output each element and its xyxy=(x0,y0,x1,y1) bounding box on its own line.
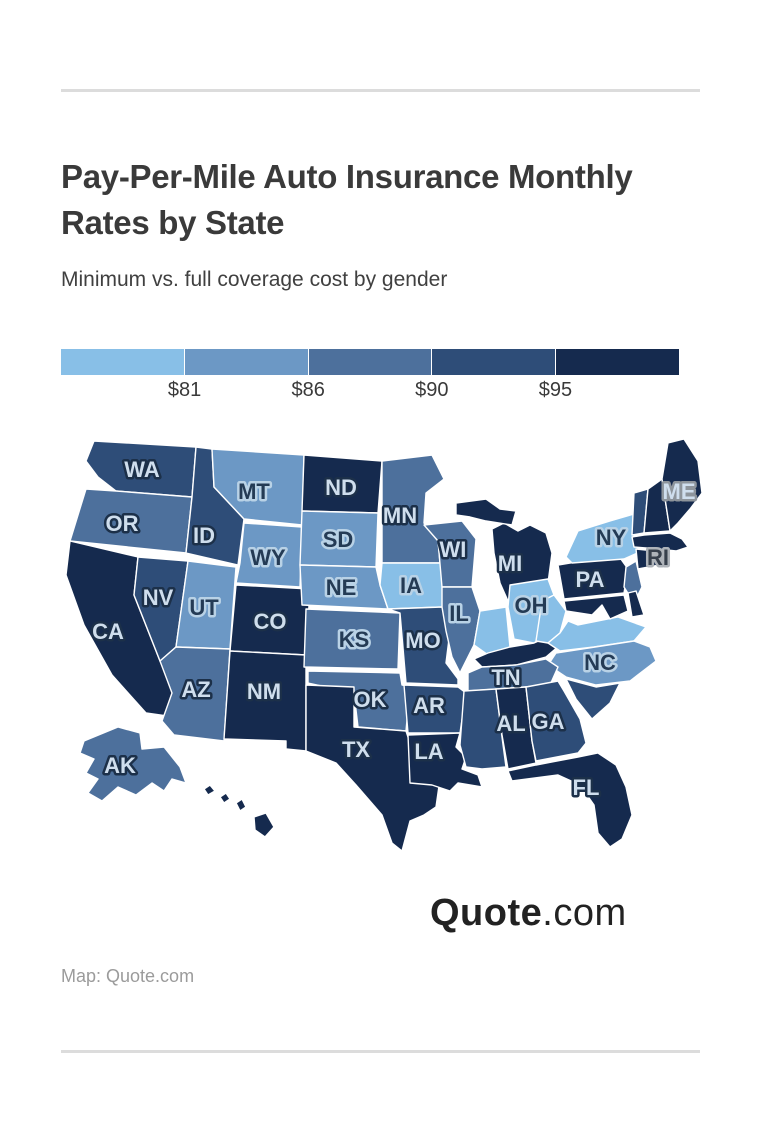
legend-swatch-2 xyxy=(184,349,309,375)
state-label-nc: NC xyxy=(584,650,616,675)
state-label-co: CO xyxy=(254,609,287,634)
us-choropleth-map: WA OR CA NV UT ID MT WY CO AZ NM ND SD NE KS OK TX MN IA MO… xyxy=(65,438,703,852)
state-label-ri: RI xyxy=(647,545,669,570)
logo-bold-text: Quote xyxy=(430,892,543,934)
state-label-me: ME xyxy=(663,479,696,504)
map-attribution: Map: Quote.com xyxy=(61,966,195,986)
state-il xyxy=(441,586,481,674)
state-mi xyxy=(455,498,517,526)
state-label-tx: TX xyxy=(342,737,370,762)
title-line-2: Rates by State xyxy=(61,204,285,241)
top-divider xyxy=(61,89,700,92)
legend-swatch-3 xyxy=(308,349,433,375)
state-label-wa: WA xyxy=(124,457,160,482)
state-label-nv: NV xyxy=(143,585,174,610)
legend-threshold-label: $95 xyxy=(538,379,573,401)
legend-threshold-label: $81 xyxy=(167,379,202,401)
state-label-ar: AR xyxy=(413,693,445,718)
state-label-al: AL xyxy=(496,711,525,736)
state-mt xyxy=(211,448,305,526)
state-label-ne: NE xyxy=(326,575,357,600)
page-subtitle: Minimum vs. full coverage cost by gender xyxy=(61,268,448,291)
state-label-il: IL xyxy=(449,601,469,626)
state-label-mt: MT xyxy=(238,479,270,504)
state-az xyxy=(159,646,231,742)
state-me xyxy=(661,438,703,532)
state-sc xyxy=(565,678,621,720)
bottom-divider xyxy=(61,1050,700,1053)
state-label-pa: PA xyxy=(576,567,605,592)
legend-swatch-5 xyxy=(556,349,679,375)
state-label-or: OR xyxy=(106,511,139,536)
state-label-ia: IA xyxy=(400,573,422,598)
legend-threshold-label: $86 xyxy=(291,379,325,401)
state-label-ok: OK xyxy=(354,687,387,712)
state-de xyxy=(627,590,645,618)
state-label-wi: WI xyxy=(440,537,467,562)
state-label-ca: CA xyxy=(92,619,124,644)
legend-ticks: $81 $86 $90 $95 xyxy=(61,379,679,405)
state-fl xyxy=(507,752,633,848)
state-la xyxy=(407,732,483,792)
state-label-nm: NM xyxy=(247,679,281,704)
state-ga xyxy=(525,680,587,762)
state-ak xyxy=(79,726,187,802)
state-label-ut: UT xyxy=(189,595,219,620)
state-md xyxy=(563,594,629,620)
state-hi xyxy=(253,812,275,838)
state-tx xyxy=(305,684,441,852)
state-label-az: AZ xyxy=(181,677,210,702)
state-hi xyxy=(235,798,247,812)
state-label-mi: MI xyxy=(498,551,522,576)
title-line-1: Pay-Per-Mile Auto Insurance Monthly xyxy=(61,158,633,195)
state-ma xyxy=(631,532,689,552)
state-label-oh: OH xyxy=(515,593,548,618)
legend-swatches xyxy=(61,349,679,375)
state-label-nd: ND xyxy=(325,475,357,500)
state-wy xyxy=(235,522,303,588)
legend-threshold-label: $90 xyxy=(415,379,449,401)
state-label-mo: MO xyxy=(405,628,440,653)
state-ks xyxy=(303,608,401,670)
state-hi xyxy=(203,784,216,796)
state-label-ks: KS xyxy=(339,627,370,652)
quote-com-logo: Quote.com xyxy=(430,892,627,935)
state-label-id: ID xyxy=(193,523,215,548)
state-hi xyxy=(219,792,231,804)
state-label-wy: WY xyxy=(250,545,286,570)
page-title: Pay-Per-Mile Auto Insurance Monthly Rate… xyxy=(61,154,701,246)
state-label-tn: TN xyxy=(491,665,520,690)
state-label-ga: GA xyxy=(532,709,565,734)
state-label-mn: MN xyxy=(383,503,417,528)
logo-rest-text: .com xyxy=(542,892,627,934)
state-label-fl: FL xyxy=(573,775,600,800)
state-label-la: LA xyxy=(414,739,443,764)
state-label-sd: SD xyxy=(323,527,354,552)
state-ri xyxy=(657,548,671,566)
legend-swatch-4 xyxy=(432,349,557,375)
state-ct xyxy=(635,548,661,570)
state-label-ny: NY xyxy=(596,525,627,550)
state-label-ak: AK xyxy=(104,753,136,778)
legend-swatch-1 xyxy=(61,349,185,375)
